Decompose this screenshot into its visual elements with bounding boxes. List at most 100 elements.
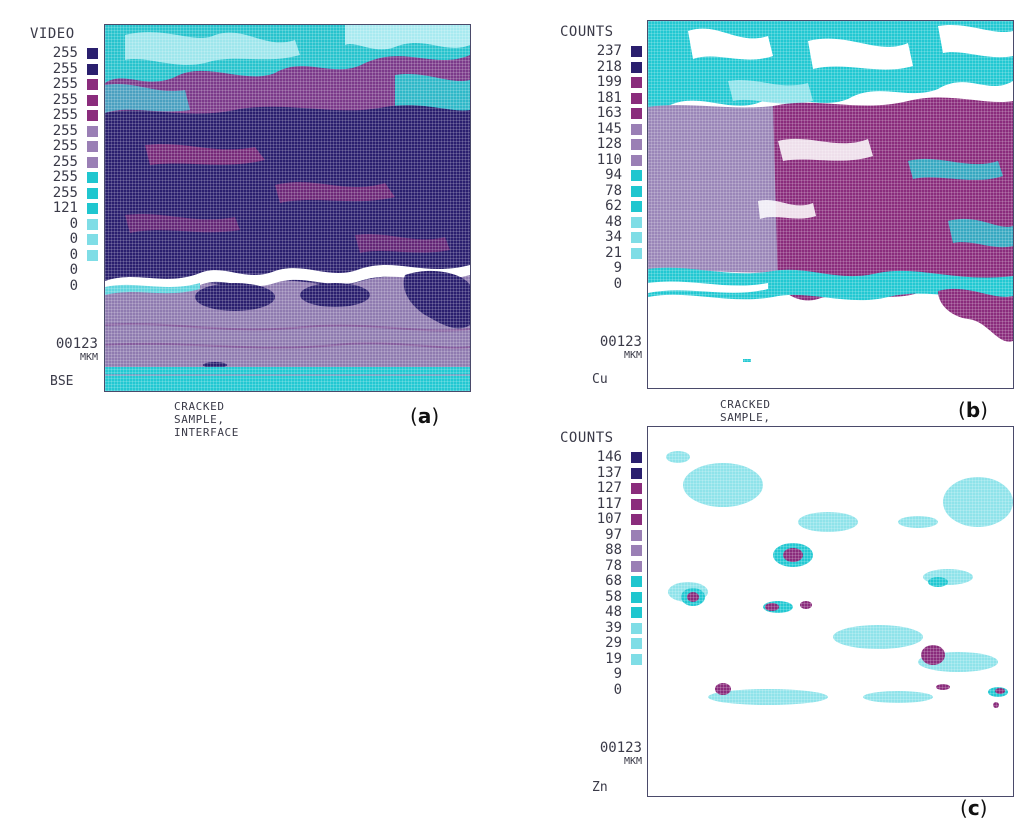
figure-caption: CRACKED SAMPLE, INTERFACE xyxy=(174,400,240,439)
bse-map xyxy=(104,24,471,392)
scale-row: 0 xyxy=(18,232,98,247)
scale-value: 19 xyxy=(605,650,622,667)
scale-value: 107 xyxy=(596,511,622,527)
scale-value: 58 xyxy=(605,588,622,605)
scale-value: 29 xyxy=(605,635,622,651)
scale-swatch xyxy=(631,483,642,494)
scale-value: 0 xyxy=(613,681,622,698)
scale-value: 0 xyxy=(69,231,78,247)
magnification-value: 00123 xyxy=(599,334,642,350)
scale-row: 97 xyxy=(562,526,642,543)
scale-row: 121 xyxy=(18,201,98,216)
scale-swatch xyxy=(631,61,642,73)
magnification-value: 00123 xyxy=(599,740,642,756)
scale-swatch xyxy=(631,560,642,572)
scale-swatch xyxy=(631,263,642,274)
scale-row: 68 xyxy=(562,574,642,589)
scale-swatch xyxy=(631,545,642,556)
scale-row: 181 xyxy=(562,90,642,106)
scale-row: 110 xyxy=(562,151,642,168)
scale-swatch xyxy=(631,514,642,525)
scale-row: 39 xyxy=(562,619,642,636)
scale-row: 255 xyxy=(18,46,98,61)
scale-swatch xyxy=(631,232,642,243)
scale-row: 255 xyxy=(18,154,98,170)
scale-row: 48 xyxy=(562,605,642,620)
scale-value: 97 xyxy=(605,526,622,543)
scale-row: 255 xyxy=(18,108,98,123)
scale-value: 137 xyxy=(596,464,622,481)
scale-swatch xyxy=(87,280,98,292)
magnification-unit: MKM xyxy=(623,350,642,361)
scale-swatch xyxy=(631,498,642,510)
scale-value: 9 xyxy=(613,666,622,682)
scale-row: 58 xyxy=(562,588,642,605)
scale-value: 110 xyxy=(596,151,622,168)
scale-value: 68 xyxy=(605,573,622,589)
copper-map-image xyxy=(648,21,1013,388)
scale-swatch xyxy=(87,187,98,199)
copper-map xyxy=(647,20,1014,389)
scale-value: 145 xyxy=(596,120,622,137)
detector-label: Cu xyxy=(592,372,608,387)
scale-value: 163 xyxy=(596,105,622,121)
scale-row: 255 xyxy=(18,77,98,92)
scale-swatch xyxy=(631,653,642,665)
scale-row: 94 xyxy=(562,168,642,183)
scale-row: 19 xyxy=(562,650,642,667)
panel-label: (b) xyxy=(958,398,988,422)
scale-row: 255 xyxy=(18,122,98,139)
scale-swatch xyxy=(87,125,98,137)
scale-value: 121 xyxy=(52,200,78,216)
scale-value: 48 xyxy=(605,213,622,230)
scale-row: 137 xyxy=(562,464,642,481)
scale-row: 255 xyxy=(18,61,98,77)
magnification-value: 00123 xyxy=(55,336,98,352)
scale-swatch xyxy=(87,141,98,152)
scale-swatch xyxy=(631,622,642,634)
scale-value: 34 xyxy=(605,229,622,245)
scale-swatch xyxy=(87,156,98,168)
scale-row: 145 xyxy=(562,120,642,137)
scale-swatch xyxy=(631,452,642,463)
scale-value: 48 xyxy=(605,604,622,620)
scale-value: 9 xyxy=(613,260,622,276)
scale-swatch xyxy=(631,154,642,166)
scale-row: 107 xyxy=(562,512,642,527)
scale-swatch xyxy=(631,669,642,680)
scale-swatch xyxy=(87,249,98,261)
scale-swatch xyxy=(87,94,98,106)
scale-value: 199 xyxy=(596,74,622,90)
scale-swatch xyxy=(87,265,98,276)
zinc-map xyxy=(647,426,1014,797)
scale-swatch xyxy=(631,467,642,479)
scale-value: 255 xyxy=(52,169,78,185)
scale-row: 34 xyxy=(562,230,642,245)
scale-value: 39 xyxy=(605,619,622,636)
scale-swatch xyxy=(87,110,98,121)
scale-swatch xyxy=(631,123,642,135)
magnification-unit: MKM xyxy=(623,756,642,767)
scale-row: 255 xyxy=(18,170,98,185)
scale-row: 0 xyxy=(562,681,642,698)
scale-value: 146 xyxy=(596,449,622,465)
scale-value: 0 xyxy=(69,215,78,232)
scale-value: 255 xyxy=(52,122,78,139)
scale-swatch xyxy=(631,638,642,649)
panel-label: (a) xyxy=(410,404,440,428)
scale-row: 78 xyxy=(562,183,642,199)
scale-value: 0 xyxy=(69,262,78,278)
scale-value: 0 xyxy=(613,275,622,292)
detector-label: BSE xyxy=(50,374,74,389)
scale-row: 78 xyxy=(562,558,642,574)
scale-value: 62 xyxy=(605,198,622,214)
magnification-unit: MKM xyxy=(79,352,98,363)
scale-row: 9 xyxy=(562,261,642,276)
scale-swatch xyxy=(631,278,642,290)
scale-row: 0 xyxy=(18,263,98,278)
scale-row: 255 xyxy=(18,139,98,154)
scale-swatch xyxy=(87,218,98,230)
scale-swatch xyxy=(631,77,642,88)
scale-row: 237 xyxy=(562,44,642,59)
scale-row: 0 xyxy=(18,278,98,294)
